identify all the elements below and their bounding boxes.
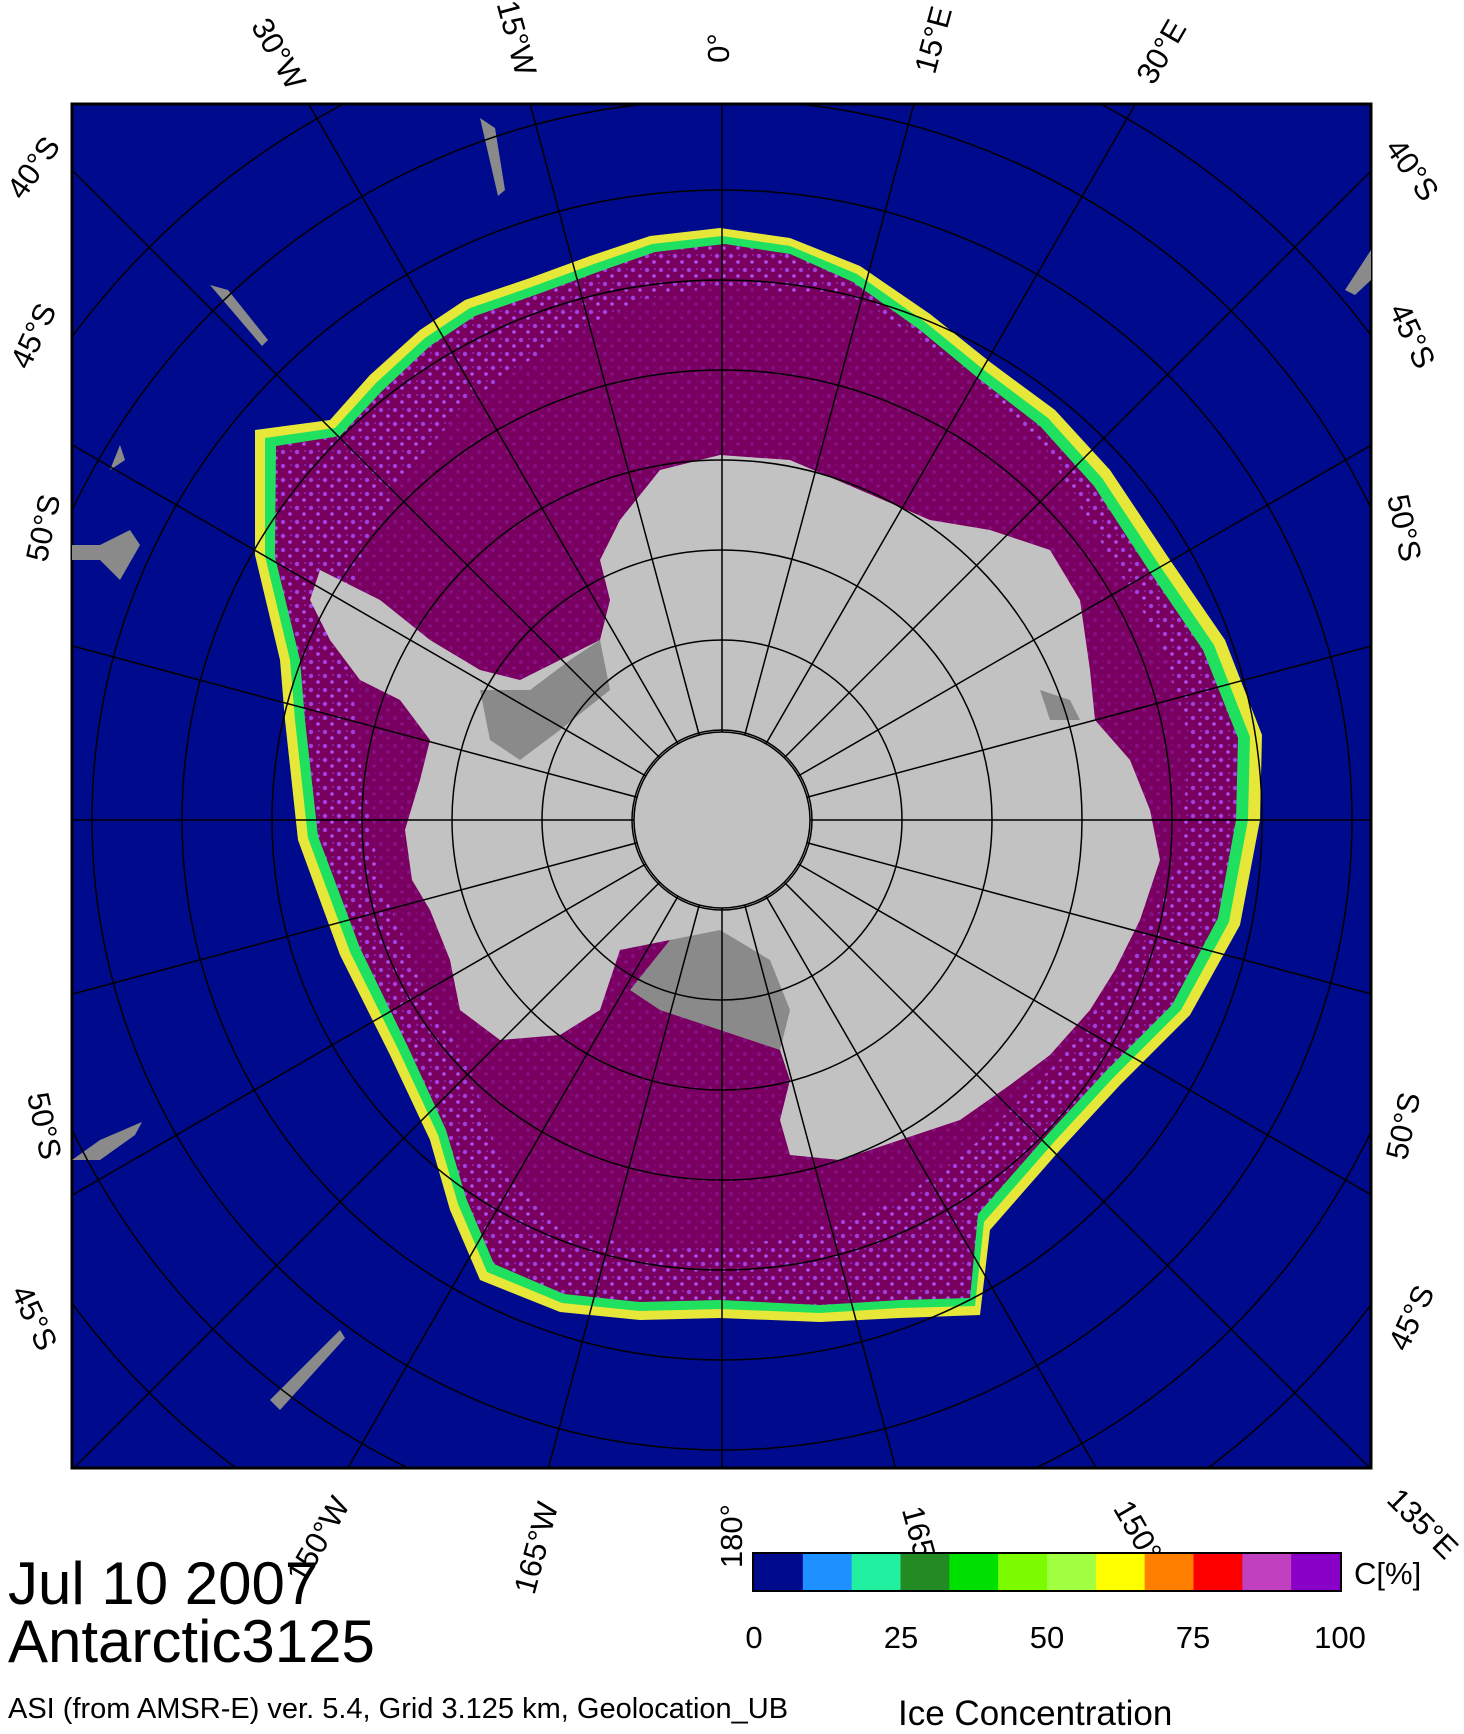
meridian-line (72, 842, 638, 995)
lon-label-0: 0° (700, 33, 736, 63)
meridian-line (72, 168, 661, 759)
meridian-line (72, 863, 647, 1197)
colorbar-segment (900, 1554, 950, 1590)
ronne-ice-shelf (480, 640, 610, 760)
colorbar-tick-50: 50 (1029, 1620, 1065, 1655)
colorbar-segment (1047, 1554, 1097, 1590)
meridian-line (72, 443, 647, 777)
africa-tip (1345, 250, 1371, 295)
colorbar-segment (949, 1554, 999, 1590)
colorbar-segment (998, 1554, 1048, 1590)
map-date: Jul 10 2007 (8, 1550, 319, 1617)
meridian-line (547, 904, 700, 1468)
colorbar-segment (1193, 1554, 1243, 1590)
colorbar-title: Ice Concentration (898, 1694, 1173, 1733)
south-georgia-island (480, 118, 505, 196)
meridian-line (744, 104, 915, 736)
colorbar-tick-75: 75 (1175, 1620, 1211, 1655)
south-america-tip (72, 530, 140, 580)
new-zealand-island (72, 1122, 142, 1160)
colorbar-tick-100: 100 (1314, 1620, 1366, 1655)
meridian-line (783, 881, 1371, 1468)
kerguelen-island (110, 445, 125, 470)
meridian-line (797, 444, 1371, 777)
product-info: ASI (from AMSR-E) ver. 5.4, Grid 3.125 k… (8, 1693, 789, 1725)
colorbar-segment (754, 1554, 804, 1590)
ross-ice-shelf (630, 930, 790, 1050)
meridian-line (806, 842, 1371, 995)
colorbar-segment (802, 1554, 853, 1590)
colorbar-unit: C[%] (1354, 1556, 1422, 1591)
amery-ice-shelf (1040, 690, 1080, 720)
meridian-line (806, 645, 1371, 798)
colorbar-tick-0: 0 (745, 1620, 763, 1655)
colorbar-frame (752, 1552, 1342, 1592)
meridian-line (72, 645, 638, 798)
tasmania-island (270, 1330, 345, 1410)
meridian-line (765, 104, 1137, 745)
meridian-line (783, 169, 1371, 759)
meridian-line (347, 895, 679, 1468)
colorbar (752, 1552, 1342, 1592)
meridian-line (744, 904, 897, 1468)
lon-label-180: 180° (714, 1503, 750, 1569)
colorbar-segment (1095, 1554, 1146, 1590)
meridian-line (797, 863, 1371, 1196)
meridian-line (72, 881, 661, 1468)
colorbar-segment (1242, 1554, 1292, 1590)
colorbar-tick-25: 25 (883, 1620, 919, 1655)
meridian-line (529, 104, 700, 736)
colorbar-segment (851, 1554, 901, 1590)
meridian-line (307, 104, 679, 745)
colorbar-segment (1291, 1554, 1341, 1590)
meridian-line (765, 895, 1097, 1468)
colorbar-segment (1144, 1554, 1194, 1590)
map-region: Antarctic3125 (8, 1608, 375, 1675)
